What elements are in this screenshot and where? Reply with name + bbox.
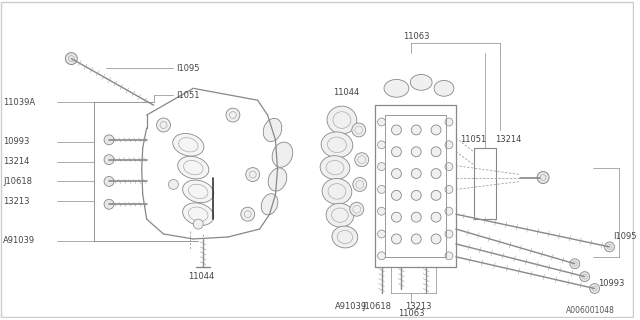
Circle shape xyxy=(431,169,441,179)
Ellipse shape xyxy=(173,133,204,156)
Text: 10993: 10993 xyxy=(598,279,624,288)
Circle shape xyxy=(445,118,453,126)
Circle shape xyxy=(431,147,441,157)
Ellipse shape xyxy=(321,132,353,158)
Text: 11051: 11051 xyxy=(460,135,486,144)
Circle shape xyxy=(392,125,401,135)
Circle shape xyxy=(431,212,441,222)
Circle shape xyxy=(378,141,385,149)
Ellipse shape xyxy=(320,156,350,180)
Ellipse shape xyxy=(182,203,214,226)
Text: 11044: 11044 xyxy=(333,88,359,97)
Text: 13214: 13214 xyxy=(3,157,29,166)
Circle shape xyxy=(378,163,385,171)
Circle shape xyxy=(241,207,255,221)
Text: 11063: 11063 xyxy=(398,309,424,318)
Circle shape xyxy=(392,147,401,157)
Text: I1095: I1095 xyxy=(177,64,200,73)
Ellipse shape xyxy=(327,106,356,134)
Circle shape xyxy=(537,172,549,183)
Circle shape xyxy=(431,234,441,244)
Text: 10993: 10993 xyxy=(3,137,29,146)
Circle shape xyxy=(355,153,369,167)
Circle shape xyxy=(412,125,421,135)
Circle shape xyxy=(392,212,401,222)
Ellipse shape xyxy=(332,226,358,248)
Circle shape xyxy=(431,190,441,200)
Circle shape xyxy=(570,259,580,269)
Circle shape xyxy=(350,202,364,216)
Text: 13213: 13213 xyxy=(405,302,431,311)
Circle shape xyxy=(168,180,179,189)
Text: 11063: 11063 xyxy=(403,32,429,41)
Circle shape xyxy=(445,186,453,193)
Circle shape xyxy=(104,177,114,187)
Circle shape xyxy=(65,53,77,65)
Ellipse shape xyxy=(434,80,454,96)
Text: J10618: J10618 xyxy=(362,302,392,311)
Circle shape xyxy=(412,169,421,179)
Circle shape xyxy=(392,234,401,244)
Text: A006001048: A006001048 xyxy=(566,306,614,315)
Text: 13214: 13214 xyxy=(495,135,522,144)
Circle shape xyxy=(580,272,589,282)
Circle shape xyxy=(445,141,453,149)
Text: 11039A: 11039A xyxy=(3,98,35,107)
Ellipse shape xyxy=(263,118,282,141)
Circle shape xyxy=(193,219,203,229)
Circle shape xyxy=(445,163,453,171)
Ellipse shape xyxy=(261,194,278,215)
Circle shape xyxy=(445,230,453,238)
Circle shape xyxy=(353,178,367,191)
Circle shape xyxy=(378,252,385,260)
Ellipse shape xyxy=(178,156,209,179)
Ellipse shape xyxy=(410,75,432,90)
Text: A91039: A91039 xyxy=(335,302,367,311)
Circle shape xyxy=(378,230,385,238)
Circle shape xyxy=(104,155,114,164)
Circle shape xyxy=(378,118,385,126)
Circle shape xyxy=(392,169,401,179)
Circle shape xyxy=(589,284,600,293)
Circle shape xyxy=(412,147,421,157)
Circle shape xyxy=(431,125,441,135)
Text: I1051: I1051 xyxy=(177,91,200,100)
Text: 13213: 13213 xyxy=(3,197,29,206)
Text: J10618: J10618 xyxy=(3,177,32,186)
Ellipse shape xyxy=(182,180,214,203)
Ellipse shape xyxy=(268,168,287,191)
Text: A91039: A91039 xyxy=(3,236,35,245)
Circle shape xyxy=(104,135,114,145)
Circle shape xyxy=(226,108,240,122)
Circle shape xyxy=(412,234,421,244)
Circle shape xyxy=(378,207,385,215)
Circle shape xyxy=(412,212,421,222)
Circle shape xyxy=(605,242,614,252)
Circle shape xyxy=(412,190,421,200)
Circle shape xyxy=(445,207,453,215)
Circle shape xyxy=(392,190,401,200)
Circle shape xyxy=(157,118,170,132)
Circle shape xyxy=(104,199,114,209)
Ellipse shape xyxy=(322,179,352,204)
Text: I1095: I1095 xyxy=(614,232,637,242)
Ellipse shape xyxy=(272,142,292,167)
Ellipse shape xyxy=(326,203,354,227)
Text: 11044: 11044 xyxy=(188,272,214,281)
Circle shape xyxy=(352,123,365,137)
Ellipse shape xyxy=(384,79,409,97)
Circle shape xyxy=(378,186,385,193)
Circle shape xyxy=(246,168,260,181)
Circle shape xyxy=(445,252,453,260)
